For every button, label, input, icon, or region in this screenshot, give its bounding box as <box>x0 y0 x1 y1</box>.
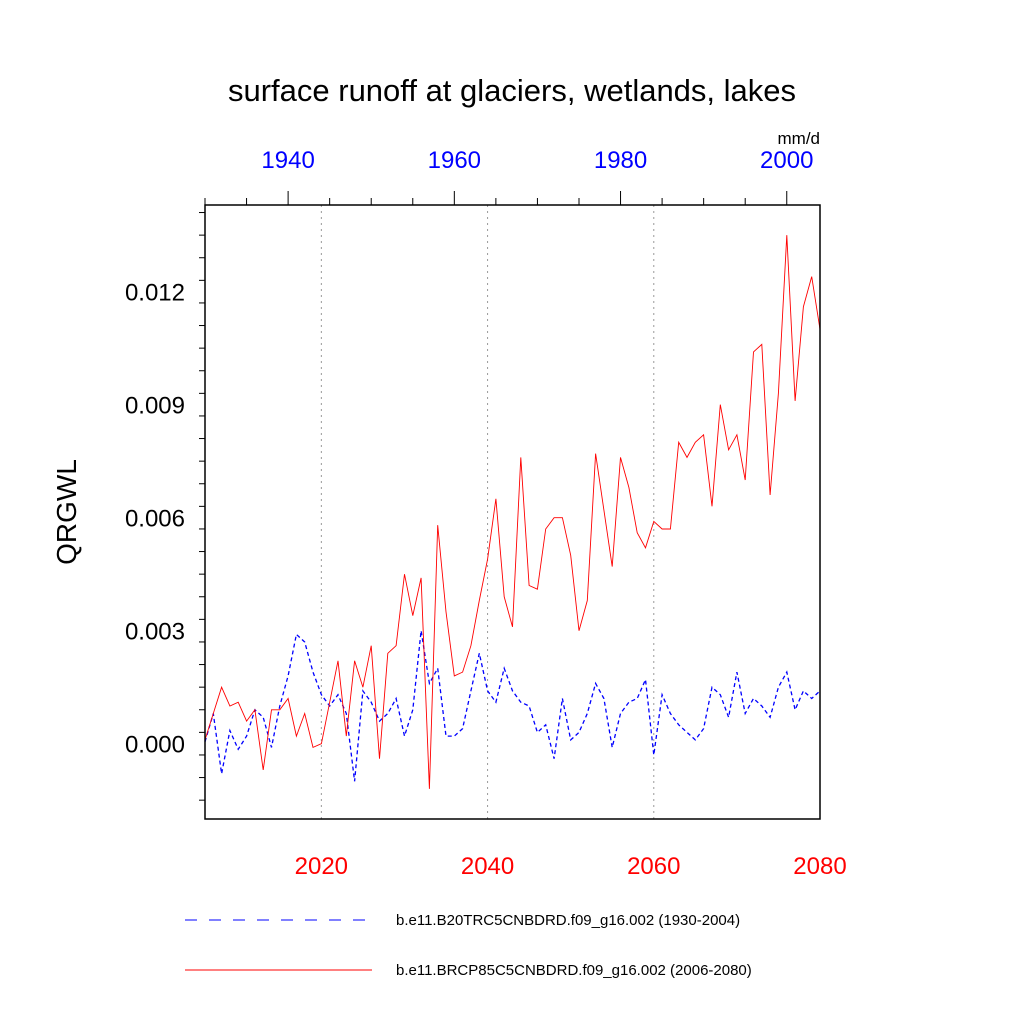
y-axis-tick-labels: 0.000 0.003 0.006 0.009 0.012 <box>125 280 185 759</box>
y-axis-label: QRGWL <box>51 459 82 565</box>
top-tick-label-1980: 1980 <box>594 147 647 174</box>
bottom-tick-label-2080: 2080 <box>793 853 846 880</box>
units-label: mm/d <box>778 129 821 148</box>
y-tick-label-2: 0.006 <box>125 506 185 533</box>
top-tick-label-2000: 2000 <box>760 147 813 174</box>
y-tick-label-1: 0.003 <box>125 619 185 646</box>
top-tick-label-1940: 1940 <box>261 147 314 174</box>
bottom-axis-tick-labels: 2020 2040 2060 2080 <box>295 853 847 880</box>
top-axis-tick-labels: 1940 1960 1980 2000 <box>261 147 813 174</box>
plot-frame <box>204 204 821 820</box>
axis-ticks <box>199 191 788 801</box>
legend-label-rcp85: b.e11.BRCP85C5CNBDRD.f09_g16.002 (2006-2… <box>396 962 752 979</box>
y-tick-label-3: 0.009 <box>125 393 185 420</box>
bottom-tick-label-2040: 2040 <box>461 853 514 880</box>
grid-lines <box>320 205 655 819</box>
chart-title: surface runoff at glaciers, wetlands, la… <box>228 73 796 108</box>
y-tick-label-0: 0.000 <box>125 732 185 759</box>
bottom-tick-label-2060: 2060 <box>627 853 680 880</box>
top-tick-label-1960: 1960 <box>428 147 481 174</box>
legend-label-historical: b.e11.B20TRC5CNBDRD.f09_g16.002 (1930-20… <box>396 912 740 929</box>
legend: b.e11.B20TRC5CNBDRD.f09_g16.002 (1930-20… <box>185 912 752 979</box>
bottom-tick-label-2020: 2020 <box>295 853 348 880</box>
y-tick-label-4: 0.012 <box>125 280 185 307</box>
series-line-0 <box>204 630 821 782</box>
series-line-1 <box>204 235 821 789</box>
series-lines <box>204 235 821 789</box>
